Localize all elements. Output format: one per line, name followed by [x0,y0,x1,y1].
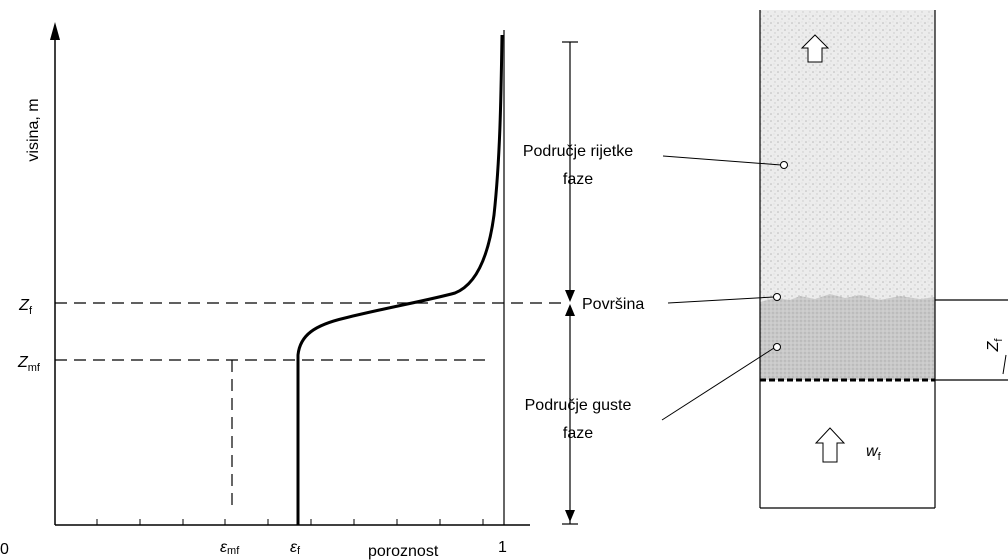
dilute-phase [760,10,935,302]
diagram: visina, m Zf Zmf 0 εmf εf poroznost 1 Po… [0,0,1008,560]
dense-phase [760,294,935,380]
plenum [760,380,935,508]
region-label: Područje rijetke [523,143,633,160]
x-start: 0 [0,541,9,558]
eps-mf: εmf [220,539,240,557]
z-f: Zf [18,297,33,317]
column-height-label: Zf [985,338,1005,353]
y-label: visina, m [25,98,42,161]
x-end: 1 [498,539,507,556]
porosity-curve [298,35,502,525]
height-pointer [1003,355,1006,374]
surface-label: Površina [582,296,644,313]
region-label: Područje guste [525,397,632,414]
region-label: faze [563,171,593,188]
region-label: faze [563,425,593,442]
axes [55,30,530,525]
x-label: poroznost [368,543,439,560]
eps-f: εf [290,539,301,557]
height-arrows [562,42,578,524]
y-arrow [50,22,60,40]
z-mf: Zmf [17,354,41,374]
x-ticks [97,519,483,525]
